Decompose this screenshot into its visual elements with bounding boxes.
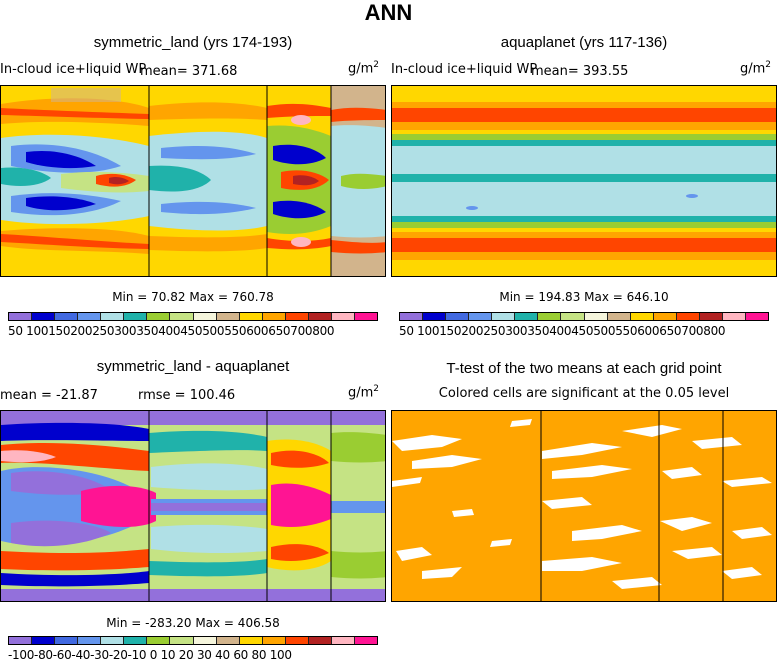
panel1-mean: mean= 371.68 [140, 64, 238, 79]
colorbar-swatch [124, 313, 148, 320]
colorbar-swatch [55, 313, 79, 320]
colorbar-swatch [147, 313, 171, 320]
colorbar-swatch [400, 313, 424, 320]
panel2-map [391, 85, 777, 277]
colorbar-swatch [9, 637, 33, 644]
colorbar-swatch [216, 637, 240, 644]
colorbar-swatch [423, 313, 447, 320]
colorbar-swatch [239, 313, 263, 320]
panel3-contours [1, 411, 385, 601]
colorbar-swatch [262, 637, 286, 644]
colorbar-swatch [285, 637, 309, 644]
colorbar-swatch [147, 637, 171, 644]
colorbar-swatch [331, 313, 355, 320]
colorbar-swatch [170, 313, 194, 320]
panel4-significance [392, 411, 776, 601]
colorbar-swatch [78, 637, 102, 644]
colorbar-swatch [607, 313, 631, 320]
colorbar-swatch [699, 313, 723, 320]
panel3-units: g/m2 [348, 384, 380, 401]
colorbar-swatch [469, 313, 493, 320]
colorbar-swatch [492, 313, 516, 320]
colorbar-swatch [538, 313, 562, 320]
panel3-title: symmetric_land - aquaplanet [96, 358, 290, 375]
panel1-map [0, 85, 386, 277]
panel2-field-label: In-cloud ice+liquid WP [391, 62, 538, 77]
panel3-colorbar [8, 636, 378, 645]
colorbar-swatch [446, 313, 470, 320]
panel4-subtitle: Colored cells are significant at the 0.0… [438, 386, 730, 401]
panel2-colorbar [399, 312, 769, 321]
colorbar-swatch [193, 313, 217, 320]
panel4-map [391, 410, 777, 602]
colorbar-swatch [653, 313, 677, 320]
panel3-mean: mean = -21.87 [0, 388, 98, 403]
panel3-rmse: rmse = 100.46 [138, 388, 236, 403]
panel3-minmax: Min = -283.20 Max = 406.58 [106, 616, 280, 630]
colorbar-swatch [722, 313, 746, 320]
colorbar-swatch [308, 637, 332, 644]
panel2-colorbar-labels: 50 1001502002503003504004505005506006507… [399, 324, 726, 338]
colorbar-swatch [216, 313, 240, 320]
colorbar-swatch [676, 313, 700, 320]
colorbar-swatch [630, 313, 654, 320]
panel1-colorbar-labels: 50 1001502002503003504004505005506006507… [8, 324, 335, 338]
colorbar-swatch [354, 313, 377, 320]
panel3-colorbar-labels: -100-80-60-40-30-20-10 0 10 20 30 40 60 … [8, 648, 292, 662]
figure-title: ANN [364, 0, 413, 25]
panel2-minmax: Min = 194.83 Max = 646.10 [499, 290, 669, 304]
colorbar-swatch [193, 637, 217, 644]
panel2-title: aquaplanet (yrs 117-136) [500, 34, 668, 51]
colorbar-swatch [262, 313, 286, 320]
colorbar-swatch [331, 637, 355, 644]
panel2-mean: mean= 393.55 [531, 64, 629, 79]
colorbar-swatch [239, 637, 263, 644]
panel2-units: g/m2 [740, 60, 772, 77]
panel1-field-label: In-cloud ice+liquid WP [0, 62, 147, 77]
colorbar-swatch [9, 313, 33, 320]
colorbar-swatch [308, 313, 332, 320]
panel1-contours [1, 86, 385, 276]
colorbar-swatch [78, 313, 102, 320]
colorbar-swatch [124, 637, 148, 644]
colorbar-swatch [32, 313, 56, 320]
colorbar-swatch [101, 637, 125, 644]
colorbar-swatch [561, 313, 585, 320]
panel4-title: T-test of the two means at each grid poi… [446, 360, 722, 377]
panel1-colorbar [8, 312, 378, 321]
panel1-minmax: Min = 70.82 Max = 760.78 [112, 290, 274, 304]
colorbar-swatch [170, 637, 194, 644]
colorbar-swatch [101, 313, 125, 320]
panel3-map [0, 410, 386, 602]
colorbar-swatch [584, 313, 608, 320]
colorbar-swatch [515, 313, 539, 320]
colorbar-swatch [32, 637, 56, 644]
panel2-contours [392, 86, 776, 276]
colorbar-swatch [55, 637, 79, 644]
panel1-units: g/m2 [348, 60, 380, 77]
colorbar-swatch [745, 313, 768, 320]
panel1-title: symmetric_land (yrs 174-193) [93, 34, 293, 51]
colorbar-swatch [285, 313, 309, 320]
colorbar-swatch [354, 637, 377, 644]
